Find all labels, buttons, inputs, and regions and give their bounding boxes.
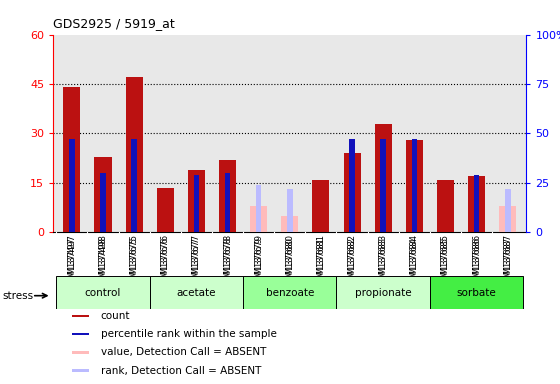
Text: propionate: propionate — [355, 288, 412, 298]
Bar — [343, 153, 361, 232]
FancyBboxPatch shape — [150, 276, 243, 309]
Bar — [63, 87, 81, 232]
Text: GSM137498: GSM137498 — [99, 237, 108, 288]
Bar — [69, 139, 74, 232]
Text: GSM137685: GSM137685 — [441, 237, 450, 288]
Bar — [194, 175, 199, 232]
Bar — [188, 170, 205, 232]
Text: acetate: acetate — [176, 288, 216, 298]
Bar — [287, 189, 293, 232]
Text: control: control — [85, 288, 121, 298]
Text: count: count — [101, 311, 130, 321]
Bar — [125, 78, 143, 232]
Text: percentile rank within the sample: percentile rank within the sample — [101, 329, 277, 339]
Text: GSM137686: GSM137686 — [472, 237, 481, 288]
Bar — [72, 351, 89, 354]
Text: GDS2925 / 5919_at: GDS2925 / 5919_at — [53, 17, 175, 30]
Bar — [406, 140, 423, 232]
Text: GSM137680: GSM137680 — [285, 237, 295, 288]
Bar — [157, 188, 174, 232]
Bar — [250, 206, 267, 232]
Bar — [499, 206, 516, 232]
Bar — [375, 124, 392, 232]
Text: GSM137687: GSM137687 — [503, 237, 512, 288]
Text: GSM137679: GSM137679 — [254, 237, 263, 288]
Text: GSM137678: GSM137678 — [223, 237, 232, 288]
FancyBboxPatch shape — [430, 276, 523, 309]
Text: GSM137677: GSM137677 — [192, 237, 201, 288]
Text: sorbate: sorbate — [457, 288, 497, 298]
Text: GSM137676: GSM137676 — [161, 237, 170, 288]
Bar — [312, 180, 329, 232]
Bar — [225, 173, 230, 232]
Text: GSM137683: GSM137683 — [379, 237, 388, 288]
Text: stress: stress — [3, 291, 34, 301]
Bar — [72, 315, 89, 317]
Bar — [256, 185, 262, 232]
Bar — [412, 139, 417, 232]
FancyBboxPatch shape — [243, 276, 337, 309]
Bar — [72, 333, 89, 336]
Text: GSM137684: GSM137684 — [410, 237, 419, 288]
Bar — [468, 176, 485, 232]
Bar — [132, 139, 137, 232]
Bar — [349, 139, 355, 232]
FancyBboxPatch shape — [57, 276, 150, 309]
Text: GSM137682: GSM137682 — [348, 237, 357, 288]
Bar — [474, 175, 479, 232]
Text: benzoate: benzoate — [265, 288, 314, 298]
Text: GSM137675: GSM137675 — [130, 237, 139, 288]
Bar — [505, 189, 511, 232]
Bar — [72, 369, 89, 372]
Bar — [380, 139, 386, 232]
Bar — [100, 173, 106, 232]
Bar — [95, 157, 111, 232]
Text: GSM137497: GSM137497 — [67, 237, 76, 288]
Bar — [437, 180, 454, 232]
FancyBboxPatch shape — [337, 276, 430, 309]
Text: rank, Detection Call = ABSENT: rank, Detection Call = ABSENT — [101, 366, 261, 376]
Bar — [281, 216, 298, 232]
Bar — [219, 160, 236, 232]
Text: GSM137681: GSM137681 — [316, 237, 325, 288]
Text: value, Detection Call = ABSENT: value, Detection Call = ABSENT — [101, 348, 266, 358]
